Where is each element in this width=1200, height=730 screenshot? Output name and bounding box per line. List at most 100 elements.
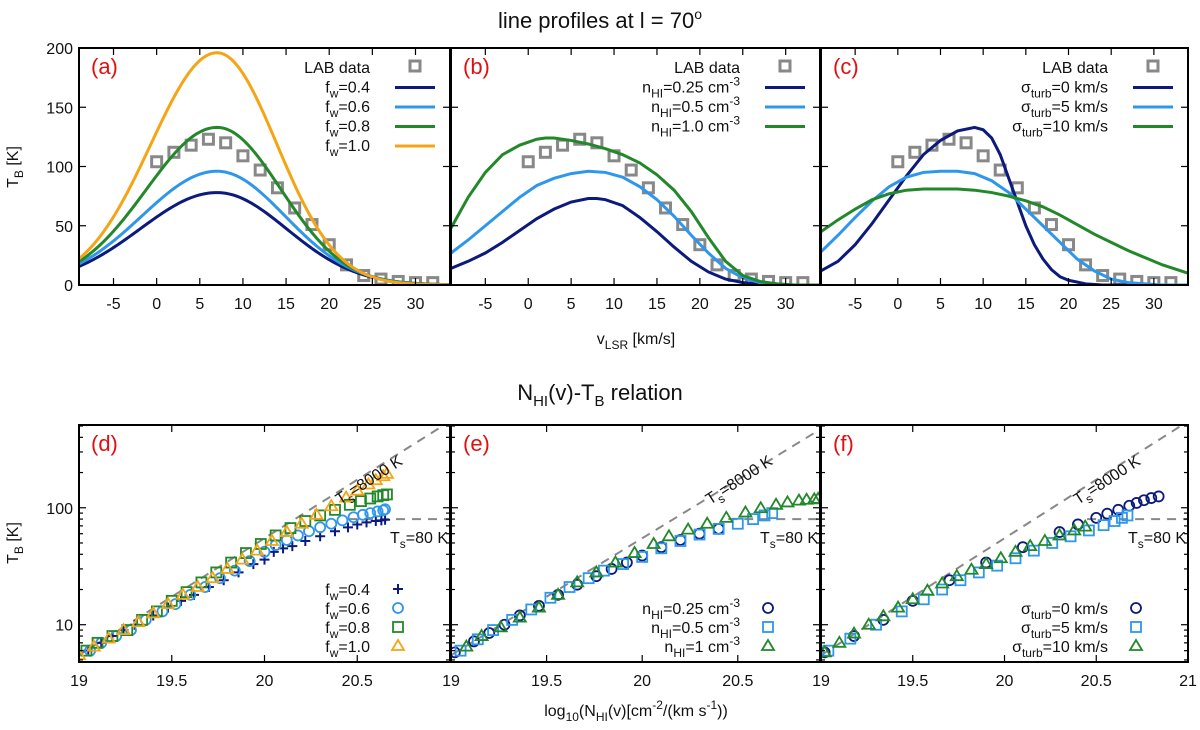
data-point-square (121, 624, 134, 636)
lab-data-point (1096, 269, 1110, 283)
legend-label: fw=0.6 (325, 601, 370, 622)
plot-frame (820, 424, 1189, 663)
data-point-triangle (375, 468, 391, 482)
data-point-circle (325, 517, 338, 530)
data-point-triangle (79, 647, 87, 660)
lab-data-point (288, 201, 302, 215)
top-title: line profiles at l = 70o (498, 6, 702, 33)
data-point-circle (620, 556, 633, 569)
lab-data-point (693, 238, 707, 252)
data-point-square (1121, 509, 1134, 522)
x-tick-label: 10 (234, 296, 252, 313)
x-tick-label: 20 (256, 673, 274, 690)
data-point-triangle (349, 482, 365, 496)
data-point-triangle (768, 497, 784, 510)
data-point-square (151, 605, 163, 618)
x-tick-label: 21 (1179, 673, 1197, 690)
data-point-square (1009, 552, 1022, 565)
data-point-circle (356, 508, 369, 521)
bottom-y-axis-label: TB [K] (5, 522, 26, 564)
data-point-triangle (204, 570, 221, 584)
lab-data-point (959, 136, 973, 150)
data-point-square (487, 624, 499, 636)
y-tick-label: 150 (46, 100, 73, 117)
lab-data-point (236, 149, 250, 163)
data-point-circle (712, 522, 725, 535)
y-tick-label: 50 (55, 219, 73, 236)
data-point-triangle (234, 551, 250, 565)
lab-data-point (219, 136, 233, 150)
plot-area (79, 425, 450, 660)
x-tick-label: 20 (1060, 296, 1078, 313)
data-point-circle (314, 521, 327, 534)
data-point-triangle (607, 554, 624, 568)
x-tick-label: -5 (478, 296, 492, 313)
data-point-triangle (115, 622, 132, 635)
legend-label: nHI=1.0 cm-3 (651, 114, 740, 140)
series-line-2 (451, 136, 820, 285)
lab-data-point (1044, 218, 1058, 232)
data-point-triangle (190, 579, 206, 592)
legend-label: nHI=0.25 cm-3 (642, 75, 740, 101)
legend-marker-triangle (390, 638, 406, 651)
data-point-triangle (338, 489, 354, 503)
data-point-triangle (905, 591, 921, 605)
data-point-triangle (145, 605, 161, 619)
data-point-plus (300, 535, 311, 546)
data-point-plus (342, 522, 353, 533)
data-point-square (506, 613, 519, 626)
plot-area (451, 429, 820, 659)
series-line-0 (821, 125, 1188, 285)
data-point-triangle (323, 498, 339, 512)
data-point-circle (1016, 541, 1029, 554)
data-point-square (693, 528, 706, 541)
legend-label: σturb=0 km/s (1021, 80, 1108, 101)
data-point-circle (371, 505, 384, 518)
data-point-triangle (919, 583, 936, 596)
data-point-triangle (737, 504, 754, 518)
lab-data-point (253, 163, 267, 177)
data-point-square (870, 618, 882, 631)
plot-area (79, 51, 450, 285)
data-point-triangle (588, 564, 604, 578)
ts-8000-label: Ts=8000 K (1071, 453, 1146, 512)
data-point-triangle (279, 524, 295, 537)
panel-label: (d) (91, 431, 118, 456)
data-point-triangle (493, 619, 509, 633)
plot-frame (820, 47, 1189, 286)
y-tick-label: 10 (55, 618, 73, 635)
data-point-circle (468, 635, 480, 648)
data-point-circle (243, 555, 256, 567)
series-line-1 (821, 169, 1188, 285)
legend-label: σturb=0 km/s (1021, 601, 1108, 622)
x-tick-label: -5 (106, 296, 120, 313)
data-point-square (972, 566, 985, 579)
bottom-title: NHI(v)-TB relation (517, 380, 683, 410)
data-point-triangle (646, 536, 662, 549)
panel-f: 19 19.5 20 20.5 21 Ts=8000 K Ts=80 K (f) σturb=0… (812, 424, 1197, 690)
data-point-circle (1130, 497, 1143, 509)
legend-label: fw=0.4 (325, 80, 370, 101)
data-point-triangle (569, 574, 585, 588)
data-point-triangle (718, 510, 734, 523)
legend-label: fw=0.4 (325, 582, 370, 603)
data-point-square (381, 488, 393, 501)
lab-data-point (891, 155, 905, 169)
ts-8000-label: Ts=8000 K (703, 453, 778, 512)
legend-swatch-lab-data (778, 59, 792, 73)
data-point-square (917, 593, 930, 606)
data-point-square (1046, 537, 1059, 549)
data-point-triangle (308, 507, 325, 520)
x-tick-label: 20.5 (342, 673, 373, 690)
data-point-triangle (249, 542, 265, 556)
ts-80-label: Ts=80 K (760, 530, 818, 551)
plot-area (451, 132, 820, 285)
data-point-triangle (791, 492, 807, 506)
x-tick-label: 10 (974, 296, 992, 313)
lab-data-point (1164, 276, 1178, 285)
data-point-circle (1053, 526, 1066, 538)
series-line-3 (79, 51, 450, 285)
legend-label: fw=0.8 (325, 620, 370, 641)
